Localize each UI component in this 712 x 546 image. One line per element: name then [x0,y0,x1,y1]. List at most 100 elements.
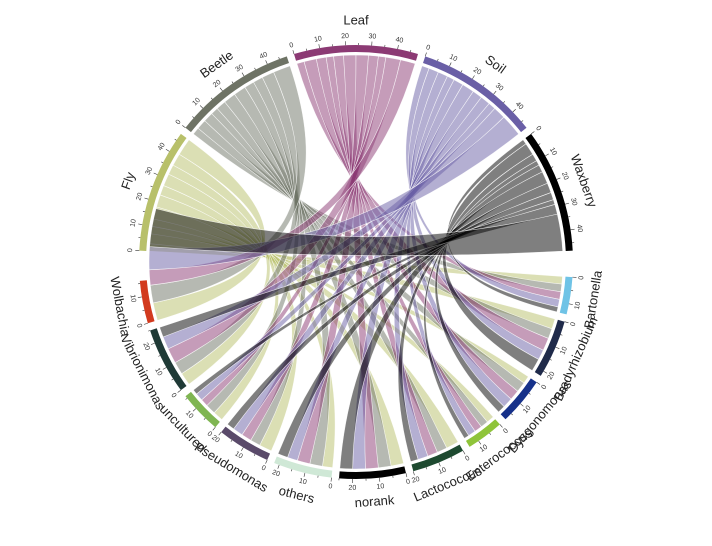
tick-label: 10 [559,346,569,356]
tick-label: 20 [472,67,482,77]
tick-mark [240,447,244,452]
tick-mark [405,473,408,478]
tick-label: 0 [175,119,183,126]
tick-mark [318,44,320,49]
tick-label: 0 [425,44,431,52]
tick-mark [150,185,153,188]
tick-label: 0 [169,392,177,399]
sector-arc-others [274,456,333,478]
sector-arc-dysgonomonas [500,378,537,420]
tick-mark [303,472,306,477]
sector-label-norank: norank [354,492,395,510]
tick-label: 0 [127,248,134,252]
sector-label-leaf: Leaf [343,12,369,27]
tick-label: 40 [259,51,269,61]
tick-mark [144,197,149,200]
tick-mark [210,97,213,100]
tick-mark [556,177,561,180]
tick-mark [521,120,524,122]
tick-label: 40 [514,101,525,112]
tick-mark [450,456,453,459]
tick-mark [489,432,491,435]
tick-label: 20 [348,485,356,492]
tick-mark [182,125,186,129]
tick-label: 10 [376,483,385,491]
sector-arc-leaf [294,45,418,61]
tick-mark [460,70,463,73]
tick-mark [153,172,158,175]
tick-label: 20 [136,192,145,202]
tick-label: 0 [464,455,471,463]
tick-mark [185,398,188,400]
tick-mark [143,322,148,325]
tick-label: 0 [405,478,411,486]
tick-mark [230,439,233,442]
tick-mark [203,417,206,420]
sector-label-soil: Soil [482,52,508,77]
chord-soil-wolbachia [148,116,520,271]
sector-label-others: others [277,483,316,507]
tick-mark [493,90,497,95]
tick-mark [161,161,164,164]
tick-mark [148,330,151,332]
tick-label: 10 [130,219,138,228]
tick-mark [482,84,485,87]
tick-label: 20 [212,79,223,89]
tick-mark [219,87,223,92]
tick-label: 30 [494,82,505,92]
tick-mark [265,459,268,464]
tick-mark [174,138,177,141]
tick-mark [549,359,552,361]
tick-label: 30 [145,166,155,176]
tick-label: 0 [260,465,267,473]
tick-label: 10 [153,367,163,377]
tick-mark [555,346,560,349]
tick-label: 20 [141,342,150,352]
tick-mark [520,403,524,407]
tick-mark [278,57,280,60]
tick-mark [530,131,535,135]
sector-arc-bradyrhizobium [534,319,565,376]
tick-label: 10 [298,478,307,487]
tick-mark [254,67,256,70]
tick-mark [150,342,155,345]
tick-mark [560,334,563,336]
tick-mark [192,408,197,412]
tick-mark [564,321,569,324]
sector-arc-pseudomonas [221,426,271,460]
sector-label-fly: Fly [118,170,138,192]
tick-mark [397,45,399,50]
sector-arc-enterococcus [465,419,500,447]
tick-mark [218,431,222,436]
tick-label: 0 [578,276,585,280]
tick-mark [171,378,174,381]
tick-mark [503,101,506,104]
tick-mark [528,392,531,395]
tick-mark [570,228,575,231]
tick-label: 40 [157,142,167,152]
tick-label: 30 [234,64,244,74]
sector-arc-lactococcus [411,444,464,472]
sector-arcs [139,45,573,479]
tick-label: 20 [271,469,281,478]
tick-label: 20 [411,476,420,485]
tick-mark [292,50,295,55]
sector-label-beetle: Beetle [197,47,236,81]
tick-mark [565,202,570,205]
tick-label: 10 [129,294,137,303]
tick-label: 0 [135,323,143,329]
tick-mark [212,427,216,431]
tick-mark [291,469,293,472]
tick-label: 20 [341,33,349,40]
tick-mark [472,75,475,80]
chord-waxberry-wolbachia [149,208,564,256]
tick-mark [536,381,541,385]
tick-label: 20 [547,371,557,381]
tick-label: 10 [437,466,447,475]
tick-label: 20 [560,171,569,181]
tick-label: 0 [289,42,295,50]
tick-mark [241,72,245,77]
sector-arc-wolbachia [139,280,155,324]
tick-label: 40 [575,224,583,233]
tick-mark [437,58,439,62]
